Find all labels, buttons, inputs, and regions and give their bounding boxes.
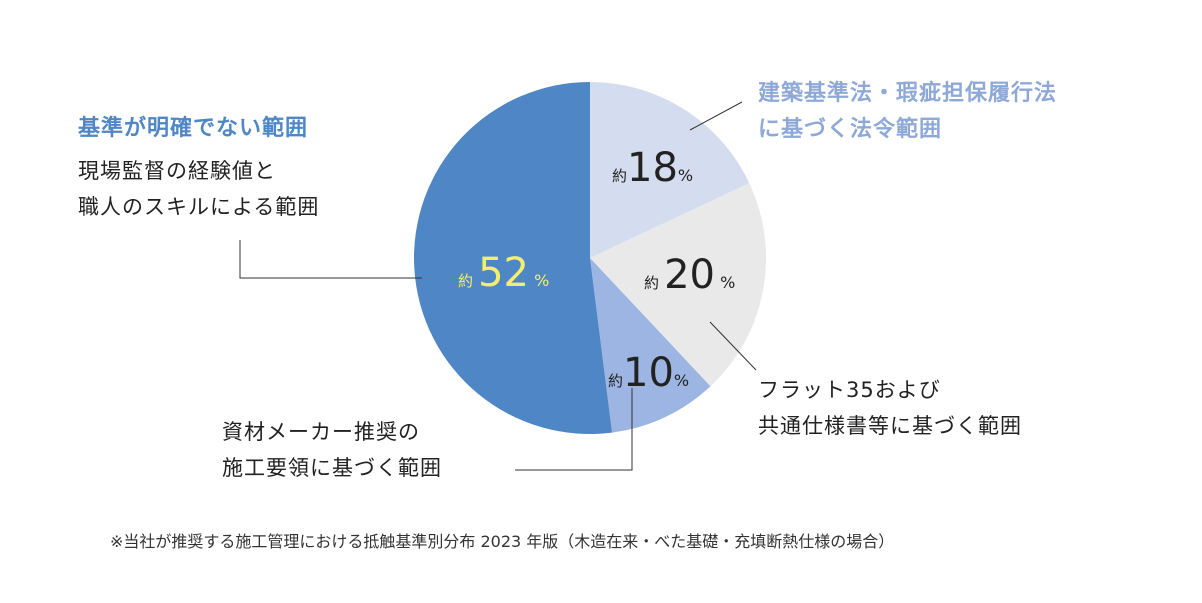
label-52: 現場監督の経験値と 職人のスキルによる範囲 [78, 153, 319, 225]
label-20-line2: 共通仕様書等に基づく範囲 [758, 414, 1022, 438]
label-18-line1: 建築基準法・瑕疵担保履行法 [758, 81, 1058, 106]
value-unit: % [534, 271, 550, 290]
leader-line-20 [709, 321, 757, 371]
label-10: 資材メーカー推奨の 施工要領に基づく範囲 [222, 414, 442, 486]
value-label-20: 約 20 % [644, 252, 735, 298]
leader-line-18 [689, 101, 743, 131]
footnote: ※当社が推奨する施工管理における抵触基準別分布 2023 年版（木造在来・べた基… [110, 532, 895, 551]
label-52-line1: 現場監督の経験値と [78, 159, 276, 183]
pie-slice-20 [590, 183, 767, 387]
value-label-52: 約 52 % [458, 250, 549, 296]
value-number: 10 [623, 350, 674, 396]
value-number: 18 [627, 145, 678, 191]
value-unit: % [677, 166, 694, 185]
value-prefix: 約 [608, 372, 624, 390]
value-prefix: 約 [612, 167, 628, 185]
value-prefix: 約 [644, 274, 660, 292]
label-18-line2: に基づく法令範囲 [758, 117, 943, 142]
pie-slice-10 [590, 258, 711, 433]
label-52-line2: 職人のスキルによる範囲 [78, 195, 320, 219]
value-unit: % [673, 371, 690, 390]
value-number: 52 [478, 250, 530, 296]
pie-slice-52 [414, 82, 613, 434]
value-number: 20 [664, 252, 716, 298]
label-18: 建築基準法・瑕疵担保履行法 に基づく法令範囲 [758, 76, 1057, 148]
leader-line-52 [239, 240, 422, 279]
value-label-18: 約18% [612, 145, 693, 191]
label-52-title: 基準が明確でない範囲 [78, 116, 309, 141]
pie-slice-18 [590, 82, 750, 258]
label-20: フラット35および 共通仕様書等に基づく範囲 [758, 372, 1022, 444]
label-20-line1: フラット35および [758, 378, 941, 402]
value-unit: % [720, 273, 736, 292]
value-label-10: 約10% [608, 350, 689, 396]
leader-line-10 [515, 388, 633, 471]
label-10-line2: 施工要領に基づく範囲 [222, 456, 442, 480]
label-10-line1: 資材メーカー推奨の [222, 420, 420, 444]
value-prefix: 約 [458, 272, 474, 290]
